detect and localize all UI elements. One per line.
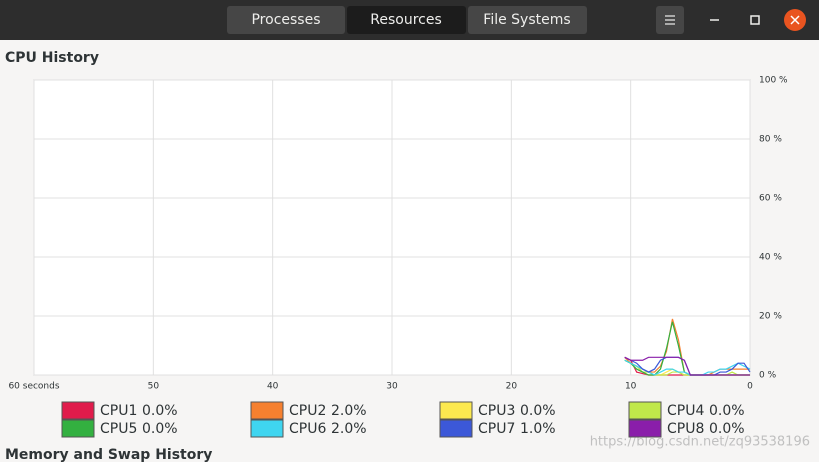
legend-name: CPU6 [289,421,326,437]
legend-swatch [439,401,473,420]
cpu-line [624,359,750,376]
legend-swatch [61,401,95,420]
legend-name: CPU1 [100,403,137,419]
tab-label[interactable]: Resources [370,12,442,28]
x-tick-label: 50 [148,382,160,392]
x-tick-label: 60 seconds [8,382,59,392]
x-tick-label: 30 [386,382,398,392]
legend-name: CPU8 [667,421,704,437]
legend-reading: 0.0% [520,403,556,419]
close-icon [790,15,800,25]
legend-reading: 2.0% [331,403,367,419]
legend-name: CPU3 [478,403,515,419]
x-tick-label: 20 [506,382,518,392]
watermark: https://blog.csdn.net/zq93538196 [590,435,810,450]
legend-name: CPU7 [478,421,515,437]
y-tick-label: 20 % [759,312,782,322]
legend-name: CPU4 [667,403,704,419]
legend-reading: 0.0% [142,403,178,419]
y-tick-label: 100 % [759,76,788,86]
legend-reading: 1.0% [520,421,556,437]
section-title: Memory and Swap History [5,447,212,462]
tab-button[interactable] [468,6,587,34]
x-tick-label: 0 [747,382,753,392]
tab-button-active[interactable] [347,6,466,34]
legend-reading: 2.0% [331,421,367,437]
legend-swatch [628,419,662,438]
y-tick-label: 0 % [759,371,777,381]
legend-swatch [439,419,473,438]
tab-label[interactable]: Processes [251,12,320,28]
tab-button[interactable] [227,6,345,34]
y-tick-label: 60 % [759,194,782,204]
y-tick-label: 80 % [759,135,782,145]
legend-name: CPU5 [100,421,137,437]
legend-swatch [61,419,95,438]
legend-swatch [250,419,284,438]
legend-reading: 0.0% [142,421,178,437]
chart-title: CPU History [5,50,99,66]
cpu-line [624,356,750,376]
legend-name: CPU2 [289,403,326,419]
legend-swatch [250,401,284,420]
maximize-button[interactable] [750,15,760,25]
legend-swatch [628,401,662,420]
menu-icon [665,15,675,25]
legend-reading: 0.0% [709,421,745,437]
x-tick-label: 10 [625,382,637,392]
y-tick-label: 40 % [759,253,782,263]
x-tick-label: 40 [267,382,279,392]
legend-reading: 0.0% [709,403,745,419]
tab-label[interactable]: File Systems [483,12,570,28]
